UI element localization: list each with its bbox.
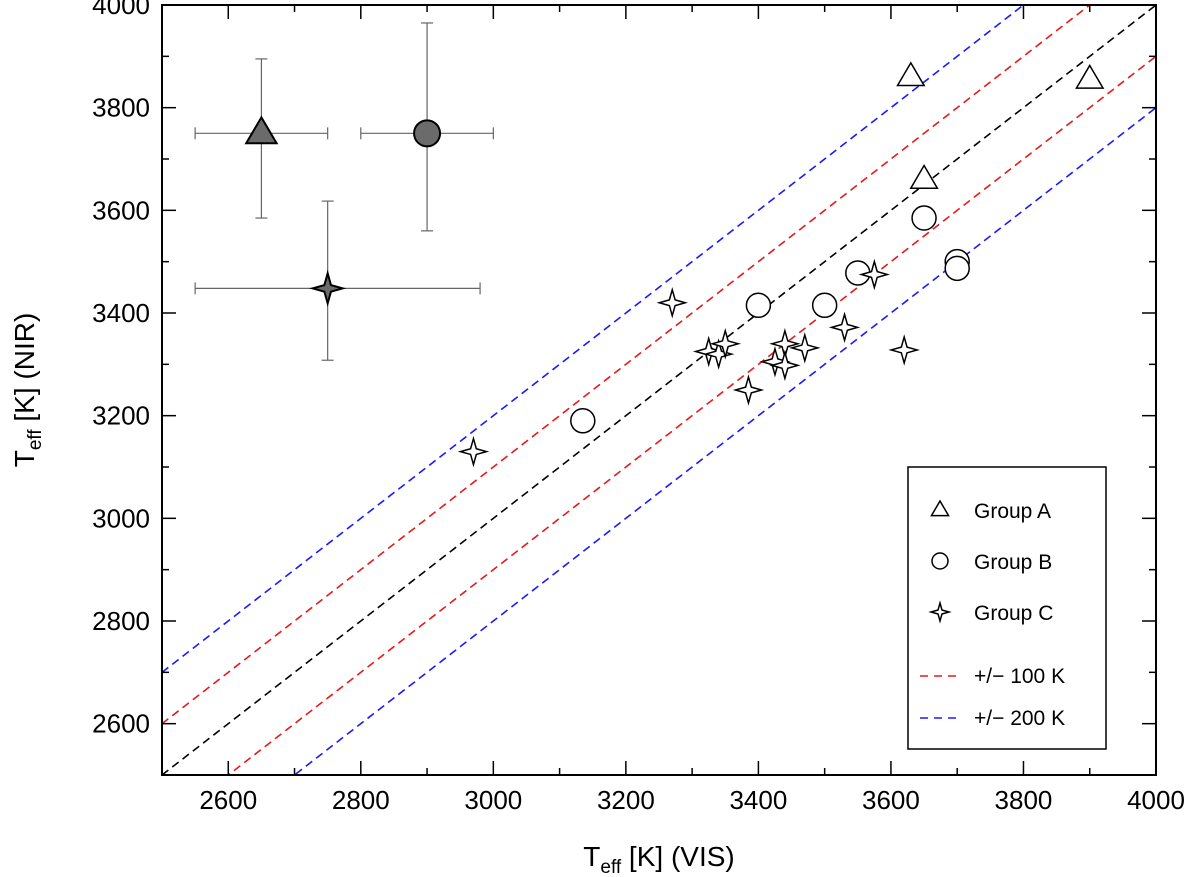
data-point-triangle bbox=[896, 61, 926, 87]
x-tick-label: 4000 bbox=[1127, 785, 1185, 815]
data-point-star bbox=[828, 311, 861, 344]
y-tick-label: 2600 bbox=[92, 709, 150, 739]
data-point-triangle bbox=[909, 164, 939, 189]
legend-label-100k: +/− 100 K bbox=[974, 665, 1065, 688]
data-point-circle bbox=[570, 408, 596, 434]
reference-line-plus-100 bbox=[162, 5, 1092, 725]
legend-symbols bbox=[920, 499, 962, 719]
legend-label-group-b: Group B bbox=[974, 551, 1052, 574]
y-tick-label: 3000 bbox=[92, 503, 150, 533]
error-bar-marker-star bbox=[308, 269, 347, 308]
data-point-circle bbox=[944, 255, 970, 282]
reference-lines bbox=[162, 5, 1156, 775]
error-bars bbox=[194, 22, 494, 361]
reference-line-minus-100 bbox=[226, 55, 1156, 775]
x-tick-label: 3400 bbox=[729, 785, 787, 815]
legend-label-group-c: Group C bbox=[974, 602, 1053, 625]
y-axis-title-rest: [K] (NIR) bbox=[9, 313, 40, 430]
legend-label-group-a: Group A bbox=[974, 500, 1051, 523]
tick-labels: 2600 2800 3000 3200 3400 3600 3800 4000 2600 2800… bbox=[92, 0, 1185, 815]
y-tick-label: 4000 bbox=[92, 0, 150, 20]
y-axis-title-sub: eff bbox=[25, 429, 46, 451]
data-point-star bbox=[858, 258, 891, 291]
data-point-star bbox=[692, 335, 725, 368]
y-tick-label: 2800 bbox=[92, 606, 150, 636]
x-axis-title-sub: eff bbox=[600, 857, 622, 877]
x-axis-title-main: T bbox=[583, 841, 600, 872]
data-point-star bbox=[888, 334, 920, 366]
data-point-star bbox=[769, 349, 801, 382]
data-points bbox=[457, 61, 1105, 468]
x-tick-label: 3800 bbox=[995, 785, 1053, 815]
data-point-star bbox=[709, 328, 742, 360]
legend-symbol-circle bbox=[931, 552, 949, 570]
legend: Group A Group B Group C +/− 100 K +/− 20… bbox=[907, 466, 1107, 750]
x-tick-label: 3600 bbox=[862, 785, 920, 815]
x-axis-title-rest: [K] (VIS) bbox=[621, 841, 735, 872]
x-tick-label: 2600 bbox=[199, 785, 257, 815]
x-tick-label: 3200 bbox=[597, 785, 655, 815]
y-axis-title: Teff [K] (NIR) bbox=[9, 313, 46, 468]
data-point-triangle bbox=[1075, 63, 1105, 89]
data-point-circle bbox=[745, 292, 772, 319]
reference-line-one-to-one bbox=[162, 5, 1156, 775]
data-point-circle bbox=[811, 292, 838, 319]
error-bar-marker-triangle bbox=[244, 115, 279, 145]
x-tick-label: 3000 bbox=[464, 785, 522, 815]
data-point-star bbox=[457, 435, 490, 468]
y-tick-label: 3600 bbox=[92, 195, 150, 225]
data-point-star bbox=[789, 332, 821, 364]
legend-symbol-star bbox=[928, 600, 952, 624]
legend-label-200k: +/− 200 K bbox=[974, 707, 1065, 730]
data-point-star bbox=[759, 346, 791, 378]
plot-frame bbox=[161, 4, 1157, 776]
x-tick-label: 2800 bbox=[332, 785, 390, 815]
error-bar-marker-circle bbox=[413, 119, 442, 148]
reference-line-minus-200 bbox=[293, 107, 1156, 775]
legend-symbol-triangle bbox=[930, 499, 950, 517]
x-axis-title: Teff [K] (VIS) bbox=[583, 841, 734, 877]
data-point-circle bbox=[911, 205, 937, 231]
axis-ticks bbox=[162, 5, 1156, 775]
y-axis-title-main: T bbox=[9, 450, 40, 467]
y-tick-label: 3400 bbox=[92, 298, 150, 328]
y-tick-label: 3200 bbox=[92, 401, 150, 431]
y-tick-label: 3800 bbox=[92, 93, 150, 123]
data-point-star bbox=[732, 374, 765, 406]
reference-line-plus-200 bbox=[162, 5, 1025, 673]
data-point-star bbox=[656, 286, 689, 319]
